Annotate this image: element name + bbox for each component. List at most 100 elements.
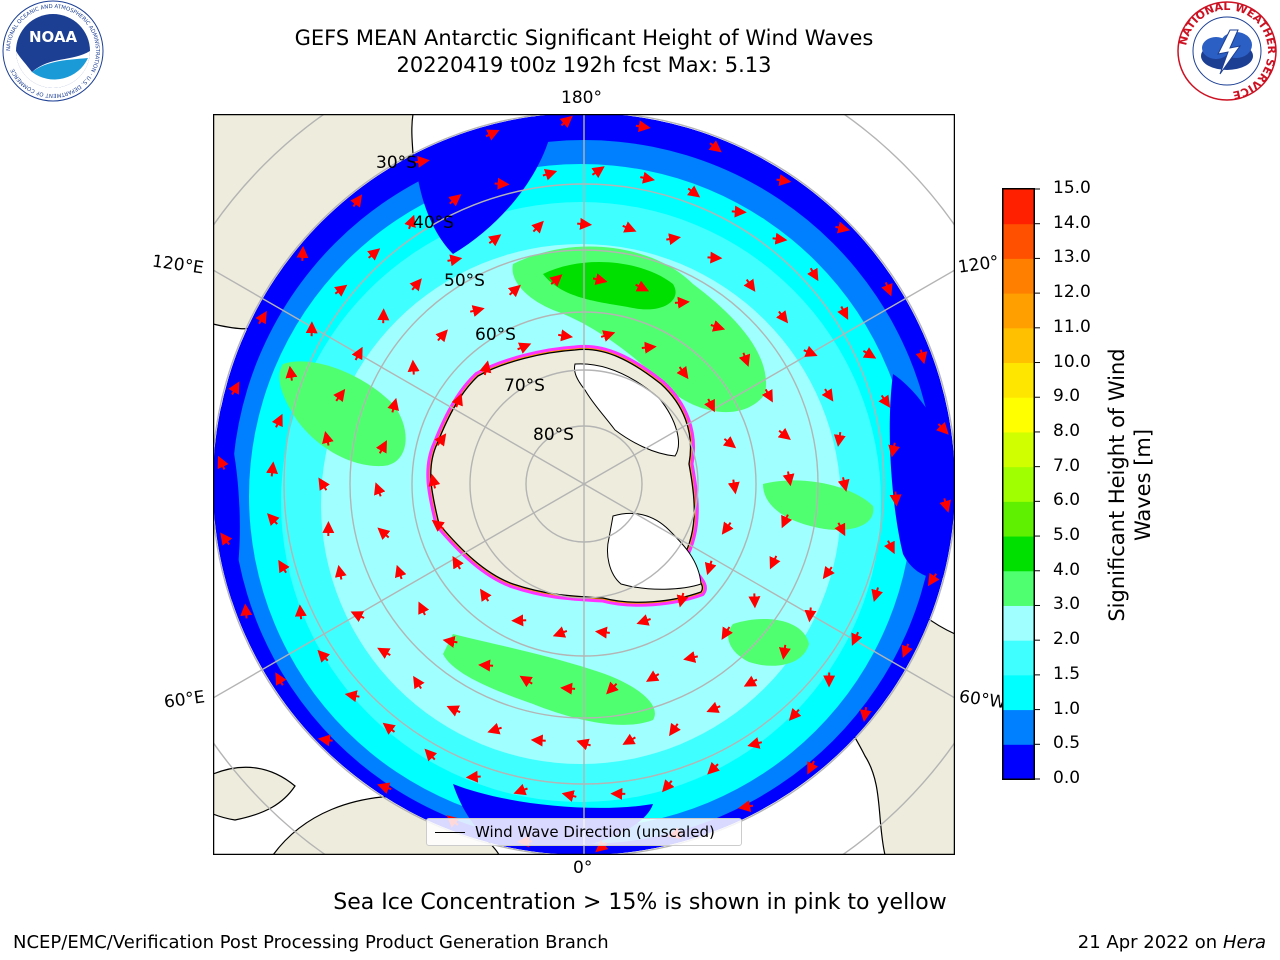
wave-direction-arrow: [418, 601, 430, 616]
wave-direction-arrow: [883, 540, 895, 555]
wave-direction-arrow: [513, 783, 528, 796]
antarctica: [426, 344, 707, 607]
wave-direction-arrow: [452, 556, 464, 570]
colorbar-title-line2: Waves [m]: [1131, 428, 1155, 542]
wave-direction-arrow: [519, 675, 533, 688]
wave-direction-arrow: [704, 560, 717, 576]
wave-direction-arrow: [807, 267, 819, 282]
wave-direction-arrow: [708, 140, 722, 153]
wave-direction-arrow: [387, 397, 399, 413]
wave-direction-arrow: [494, 177, 510, 190]
footer-credit: NCEP/EMC/Verification Post Processing Pr…: [13, 932, 609, 953]
wave-direction-arrow: [435, 329, 448, 343]
wave-direction-arrow: [228, 381, 240, 395]
wave-direction-arrow: [676, 365, 689, 380]
wave-direction-arrow: [622, 733, 636, 745]
wave-direction-arrow: [645, 670, 660, 682]
wave-direction-arrow: [878, 394, 891, 408]
wave-direction-arrow: [407, 359, 420, 375]
colorbar-tick-label: 0.0: [1053, 768, 1081, 788]
wave-direction-arrow: [424, 748, 438, 762]
lat-label-70s: 70°S: [504, 376, 545, 396]
wave-direction-arrow: [851, 631, 863, 646]
wave-direction-arrow: [220, 532, 233, 546]
wave-direction-arrow: [469, 305, 485, 317]
wave-direction-arrow: [781, 514, 793, 529]
wave-direction-arrow: [479, 588, 492, 602]
wave-direction-arrow: [927, 572, 940, 587]
colorbar: [1002, 188, 1040, 780]
colorbar-tick-label: 1.5: [1053, 663, 1081, 684]
wave-direction-arrow: [530, 734, 546, 747]
wave-direction-arrow: [344, 690, 360, 703]
wave-direction-arrow: [803, 345, 818, 357]
noaa-logo-text: NOAA: [29, 28, 78, 46]
colorbar-tick-label: 5.0: [1053, 525, 1081, 546]
wave-direction-arrow: [507, 284, 521, 298]
colorbar-segment: [1003, 223, 1034, 259]
wave-direction-arrow: [833, 431, 846, 447]
footer-date: 21 Apr 2022 on Hera: [1078, 932, 1266, 953]
colorbar-segment: [1003, 466, 1034, 502]
colorbar-segment: [1003, 570, 1034, 606]
nws-logo: NATIONAL WEATHER SERVICE: [1176, 0, 1278, 102]
wave-direction-arrow: [317, 649, 331, 663]
wave-direction-arrow: [859, 707, 872, 723]
wave-direction-arrow: [888, 442, 901, 458]
wave-direction-arrow: [558, 329, 574, 342]
colorbar-tick-label: 14.0: [1053, 212, 1091, 233]
wave-direction-arrow: [375, 440, 387, 454]
chart-subtitle: 20220419 t00z 192h fcst Max: 5.13: [396, 53, 772, 77]
colorbar-segment: [1003, 189, 1034, 225]
wave-direction-arrow: [465, 770, 481, 783]
wave-direction-arrow: [414, 155, 430, 168]
wave-direction-arrow: [485, 129, 500, 141]
colorbar-tick-label: 15.0: [1053, 178, 1091, 198]
lat-label-60s: 60°S: [475, 325, 516, 345]
wave-direction-arrow: [889, 491, 902, 507]
colorbar-tick-label: 13.0: [1053, 247, 1091, 268]
colorbar-segment: [1003, 709, 1034, 745]
wave-direction-arrow: [549, 274, 563, 287]
wave-direction-arrow: [404, 214, 416, 230]
wave-direction-arrow: [747, 737, 763, 749]
wave-direction-arrow: [662, 779, 675, 793]
wind-wave-arrows: [217, 115, 951, 853]
wave-direction-arrow: [267, 513, 280, 526]
wave-direction-arrow: [761, 388, 773, 403]
wave-direction-arrow: [255, 310, 267, 325]
wave-direction-arrow: [772, 232, 788, 245]
colorbar-tick-label: 8.0: [1053, 420, 1081, 441]
wave-direction-arrow: [834, 522, 846, 537]
polar-map: [213, 114, 955, 855]
wave-direction-arrow: [334, 564, 347, 580]
colorbar-tick-label: 7.0: [1053, 455, 1081, 476]
wave-direction-arrow: [278, 559, 290, 574]
wave-direction-arrow: [821, 388, 834, 402]
chart-title: GEFS MEAN Antarctic Significant Height o…: [294, 26, 874, 50]
wave-direction-arrow: [936, 421, 949, 435]
wave-direction-arrow: [333, 388, 346, 403]
colorbar-segment: [1003, 293, 1034, 329]
colorbar-tick-label: 1.0: [1053, 698, 1081, 719]
wave-direction-arrow: [382, 722, 396, 735]
wave-direction-arrow: [559, 115, 573, 129]
lon-label-180: 180°: [561, 88, 602, 108]
wave-direction-arrow: [451, 393, 463, 408]
wave-direction-arrow: [707, 251, 723, 264]
wave-direction-arrow: [592, 273, 608, 285]
wave-direction-arrow: [448, 194, 462, 207]
wave-direction-arrow: [442, 635, 458, 648]
wave-direction-arrow: [413, 675, 425, 690]
colorbar-tick-label: 10.0: [1053, 351, 1091, 372]
colorbar-segment: [1003, 744, 1034, 780]
wave-direction-arrow: [552, 626, 568, 638]
wave-direction-arrow: [542, 168, 558, 181]
wave-direction-arrow: [275, 672, 287, 686]
wave-direction-arrow: [669, 722, 681, 737]
lon-label-120e: 120°E: [150, 251, 205, 279]
wave-direction-arrow: [777, 427, 791, 441]
lon-label-60w: 60°W: [957, 686, 1008, 714]
footer-host: Hera: [1222, 932, 1266, 953]
colorbar-tick-label: 3.0: [1053, 594, 1081, 615]
